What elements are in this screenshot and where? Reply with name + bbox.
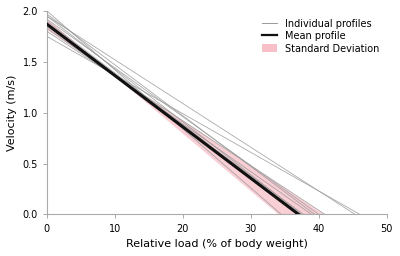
Y-axis label: Velocity (m/s): Velocity (m/s) — [7, 74, 17, 151]
X-axis label: Relative load (% of body weight): Relative load (% of body weight) — [126, 239, 308, 249]
Legend: Individual profiles, Mean profile, Standard Deviation: Individual profiles, Mean profile, Stand… — [260, 16, 382, 57]
